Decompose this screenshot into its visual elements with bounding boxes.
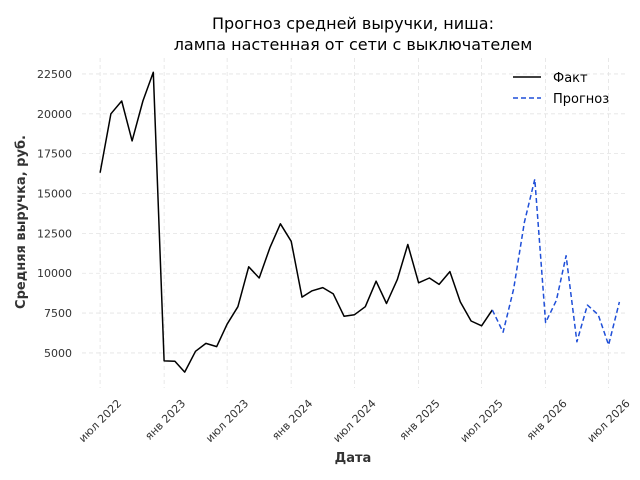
x-axis-ticks: июл 2022 янв 2023 июл 2023 янв 2024 июл 2024… <box>76 397 633 445</box>
y-tick-label: 17500 <box>37 148 72 161</box>
x-tick-label: июл 2026 <box>585 397 633 445</box>
x-tick-label: янв 2023 <box>142 397 188 443</box>
grid <box>82 58 626 388</box>
y-axis-label: Средняя выручка, руб. <box>14 135 29 309</box>
y-tick-label: 15000 <box>37 188 72 201</box>
series-line-fact <box>99 71 493 373</box>
x-tick-label: июл 2024 <box>331 397 379 445</box>
y-tick-label: 12500 <box>37 227 72 240</box>
y-tick-label: 22500 <box>37 68 72 81</box>
y-tick-label: 7500 <box>44 307 72 320</box>
x-tick-label: янв 2025 <box>397 397 443 443</box>
x-tick-label: июл 2022 <box>76 397 124 445</box>
x-tick-label: июл 2023 <box>203 397 251 445</box>
x-tick-label: янв 2026 <box>524 397 570 443</box>
legend: Факт Прогноз <box>513 71 609 107</box>
series-lines <box>99 71 621 373</box>
x-tick-label: июл 2025 <box>458 397 506 445</box>
y-tick-label: 5000 <box>44 347 72 360</box>
series-line-forecast <box>491 178 621 346</box>
y-tick-label: 20000 <box>37 108 72 121</box>
legend-label-fact: Факт <box>553 71 588 86</box>
y-tick-label: 10000 <box>37 267 72 280</box>
chart-title-line-1: Прогноз средней выручки, ниша: <box>212 14 494 33</box>
x-axis-label: Дата <box>335 451 372 466</box>
y-axis-ticks: 5000 7500 10000 12500 15000 17500 20000 22500 <box>37 68 72 360</box>
legend-label-forecast: Прогноз <box>553 92 609 107</box>
x-tick-label: янв 2024 <box>269 397 315 443</box>
chart-title-line-2: лампа настенная от сети с выключателем <box>174 35 533 54</box>
